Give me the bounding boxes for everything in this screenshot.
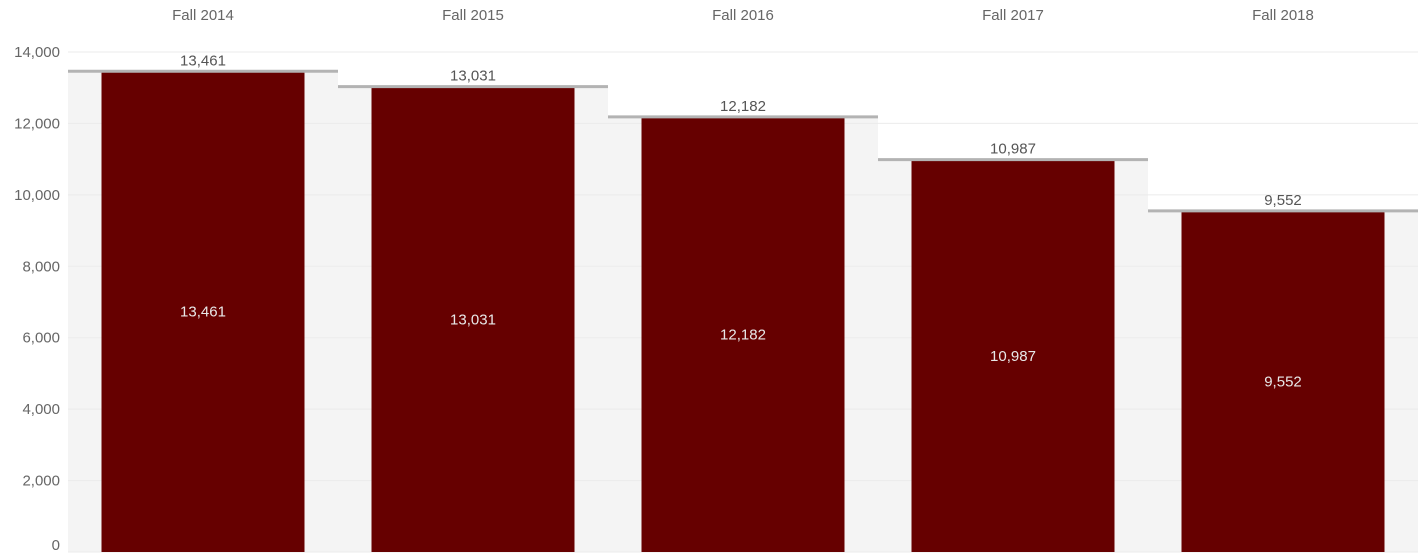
- bar: [1181, 210, 1385, 552]
- bar: [371, 86, 575, 552]
- top-value-label: 9,552: [1264, 192, 1302, 209]
- y-axis: 0 2,000 4,000 6,000 8,000 10,000 12,000 14,000: [14, 44, 60, 554]
- top-value-label: 13,031: [450, 68, 496, 85]
- y-tick-label: 8,000: [22, 258, 60, 275]
- bars: [101, 71, 1385, 552]
- x-category-label: Fall 2015: [442, 7, 504, 24]
- bar-value-label: 12,182: [720, 326, 766, 343]
- bar: [641, 116, 845, 552]
- bar: [911, 159, 1115, 552]
- top-value-label: 12,182: [720, 98, 766, 115]
- y-tick-label: 10,000: [14, 187, 60, 204]
- top-value-label: 13,461: [180, 52, 226, 69]
- value-labels: 13,461 13,461 13,031 13,031 12,182 12,182 10,9…: [180, 52, 1302, 390]
- x-category-label: Fall 2014: [172, 7, 234, 24]
- y-tick-label: 6,000: [22, 330, 60, 347]
- x-axis-categories: Fall 2014 Fall 2015 Fall 2016 Fall 2017 Fall…: [172, 7, 1314, 24]
- bar-value-label: 10,987: [990, 348, 1036, 365]
- bar-value-label: 9,552: [1264, 373, 1302, 390]
- x-category-label: Fall 2018: [1252, 7, 1314, 24]
- reference-lines: [68, 69, 1418, 213]
- y-tick-label: 2,000: [22, 473, 60, 490]
- x-category-label: Fall 2017: [982, 7, 1044, 24]
- bar-value-label: 13,461: [180, 304, 226, 321]
- x-category-label: Fall 2016: [712, 7, 774, 24]
- y-tick-label: 0: [52, 537, 60, 554]
- y-tick-label: 4,000: [22, 401, 60, 418]
- y-tick-label: 14,000: [14, 44, 60, 61]
- y-tick-label: 12,000: [14, 115, 60, 132]
- bar: [101, 71, 305, 552]
- bar-value-label: 13,031: [450, 311, 496, 328]
- top-value-label: 10,987: [990, 141, 1036, 158]
